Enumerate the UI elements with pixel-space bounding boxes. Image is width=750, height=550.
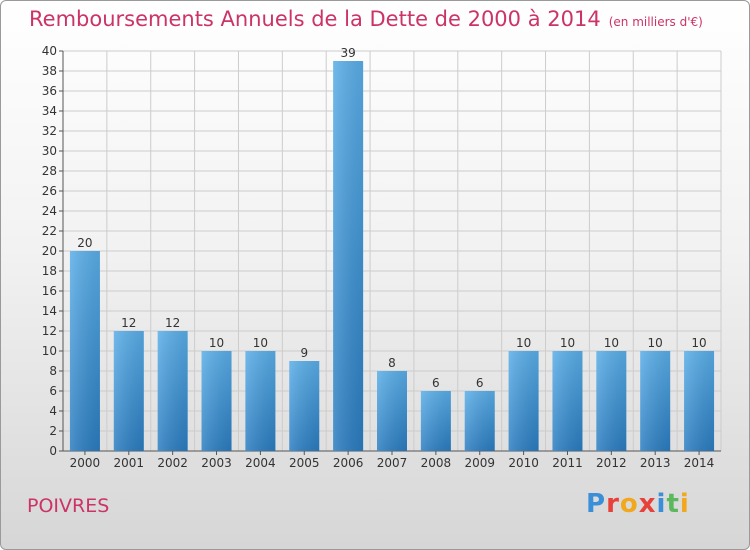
bar-value-label: 6 [432, 376, 440, 390]
chart-unit: (en milliers d'€) [608, 15, 703, 29]
bar-shade [69, 251, 100, 451]
bar-value-label: 10 [648, 336, 663, 350]
logo-letter: o [619, 489, 639, 519]
x-tick-label: 2007 [377, 456, 408, 470]
bar-shade [596, 351, 627, 451]
logo-letter: x [638, 489, 657, 519]
bar-shade [245, 351, 276, 451]
y-tick-label: 28 [42, 164, 57, 178]
y-tick-label: 22 [42, 224, 57, 238]
bar-layer [69, 61, 715, 451]
y-tick-label: 14 [42, 304, 57, 318]
bar-value-label: 10 [691, 336, 706, 350]
bar-shade [552, 351, 583, 451]
x-tick-label: 2009 [464, 456, 495, 470]
bar-value-label: 39 [340, 46, 355, 60]
y-tick-label: 12 [42, 324, 57, 338]
x-tick-label: 2006 [333, 456, 364, 470]
logo-letter: P [586, 489, 607, 519]
bar-shade [464, 391, 495, 451]
y-tick-label: 36 [42, 84, 57, 98]
x-tick-label: 2002 [157, 456, 188, 470]
bar-value-label: 10 [560, 336, 575, 350]
bar-value-label: 20 [77, 236, 92, 250]
bar-shade [333, 61, 364, 451]
y-tick-label: 16 [42, 284, 57, 298]
y-tick-label: 10 [42, 344, 57, 358]
x-tick-label: 2010 [508, 456, 539, 470]
chart-title: Remboursements Annuels de la Dette de 20… [29, 7, 703, 31]
y-tick-label: 8 [49, 364, 57, 378]
logo-letter: i [679, 489, 690, 519]
y-tick-label: 0 [49, 444, 57, 458]
bar-shade [201, 351, 232, 451]
y-tick-label: 24 [42, 204, 57, 218]
commune-name: POIVRES [27, 495, 110, 517]
bar-shade [289, 361, 320, 451]
bar-value-label: 8 [388, 356, 396, 370]
bar-value-label: 12 [121, 316, 136, 330]
bar-shade [420, 391, 451, 451]
x-tick-label: 2014 [684, 456, 715, 470]
label-layer: 20 2000 12 2001 12 2002 10 2003 10 2004 9 2005 39 200… [70, 46, 715, 470]
bar-value-label: 6 [476, 376, 484, 390]
bar-value-label: 10 [253, 336, 268, 350]
bar-shade [508, 351, 539, 451]
x-tick-label: 2003 [201, 456, 232, 470]
bar-shade [377, 371, 407, 451]
proxiti-logo: Proxiti [586, 489, 690, 519]
x-tick-label: 2012 [596, 456, 627, 470]
bar-value-label: 10 [604, 336, 619, 350]
x-tick-label: 2001 [114, 456, 145, 470]
bar-shade [113, 331, 144, 451]
x-tick-label: 2005 [289, 456, 320, 470]
y-tick-label: 6 [49, 384, 57, 398]
y-tick-label: 40 [42, 44, 57, 58]
bar-shade [684, 351, 715, 451]
y-tick-label: 4 [49, 404, 57, 418]
x-tick-label: 2011 [552, 456, 583, 470]
y-tick-label: 30 [42, 144, 57, 158]
logo-letter: i [656, 489, 667, 519]
bar-value-label: 10 [516, 336, 531, 350]
bar-value-label: 12 [165, 316, 180, 330]
y-tick-label: 2 [49, 424, 57, 438]
y-tick-label: 20 [42, 244, 57, 258]
y-tick-label: 32 [42, 124, 57, 138]
logo-letter: t [666, 489, 680, 519]
x-tick-label: 2000 [70, 456, 101, 470]
x-tick-label: 2008 [421, 456, 452, 470]
chart-title-text: Remboursements Annuels de la Dette de 20… [29, 7, 601, 31]
bar-value-label: 9 [300, 346, 308, 360]
bar-shade [157, 331, 188, 451]
x-tick-label: 2004 [245, 456, 276, 470]
bar-value-label: 10 [209, 336, 224, 350]
x-tick-label: 2013 [640, 456, 671, 470]
y-tick-label: 38 [42, 64, 57, 78]
y-tick-label: 26 [42, 184, 57, 198]
y-tick-label: 34 [42, 104, 57, 118]
bar-shade [640, 351, 671, 451]
y-tick-label: 18 [42, 264, 57, 278]
logo-letter: r [606, 489, 620, 519]
